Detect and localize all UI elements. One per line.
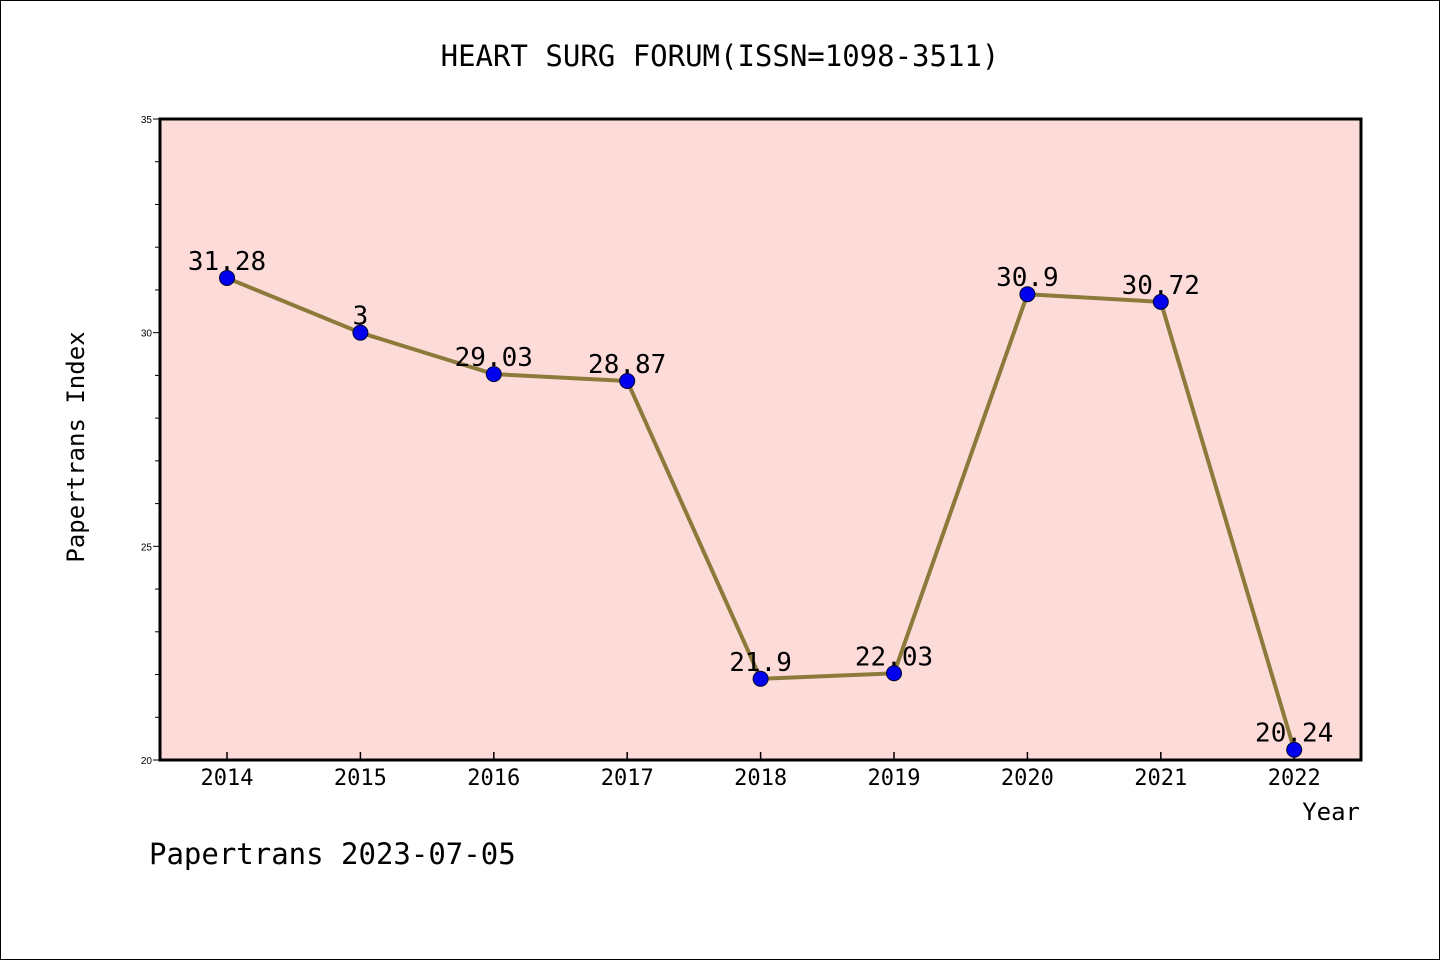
data-point xyxy=(1152,293,1169,310)
y-tick-label: 35 xyxy=(141,115,153,126)
plot-area xyxy=(158,117,1363,762)
data-label: 30.9 xyxy=(996,263,1059,293)
data-label: 29.03 xyxy=(455,343,533,373)
x-tick-label: 2018 xyxy=(734,766,787,791)
data-point xyxy=(485,366,502,383)
data-labels: 31.28 3 29.03 28.87 21.9 22.03 30.9 30.72 20.24 xyxy=(188,247,1333,749)
x-tick-label: 2017 xyxy=(601,766,654,791)
y-tick-label: 25 xyxy=(141,542,153,553)
data-label: 3 xyxy=(353,302,369,332)
x-axis: 2014 2015 2016 2017 2018 2019 2020 2021 2022 xyxy=(201,752,1321,791)
x-axis-label: Year xyxy=(1302,798,1360,826)
x-tick-label: 2022 xyxy=(1268,766,1321,791)
y-tick-label: 30 xyxy=(141,329,153,340)
x-tick-label: 2016 xyxy=(467,766,520,791)
data-point xyxy=(886,665,902,682)
chart-title: HEART SURG FORUM(ISSN=1098-3511) xyxy=(441,39,1000,73)
data-label: 20.24 xyxy=(1255,719,1333,749)
data-label: 22.03 xyxy=(855,642,933,672)
x-tick-label: 2020 xyxy=(1001,766,1054,791)
x-tick-label: 2014 xyxy=(201,766,254,791)
data-point xyxy=(619,372,636,389)
data-label: 21.9 xyxy=(729,648,792,678)
data-point xyxy=(352,324,369,341)
x-tick-label: 2019 xyxy=(868,766,921,791)
y-axis-label: Papertrans Index xyxy=(62,331,90,562)
x-tick-label: 2015 xyxy=(334,766,387,791)
data-point xyxy=(1286,741,1303,758)
data-label: 30.72 xyxy=(1122,271,1200,301)
y-axis: 20 25 30 35 xyxy=(141,115,159,767)
footer-stamp: Papertrans 2023-07-05 xyxy=(149,837,516,871)
x-tick-label: 2021 xyxy=(1134,766,1187,791)
data-point xyxy=(219,269,235,286)
data-point xyxy=(752,670,769,687)
data-label: 31.28 xyxy=(188,247,266,277)
y-tick-label: 20 xyxy=(141,756,153,767)
data-point xyxy=(1019,286,1036,303)
data-label: 28.87 xyxy=(588,350,666,380)
data-markers xyxy=(219,269,1303,758)
